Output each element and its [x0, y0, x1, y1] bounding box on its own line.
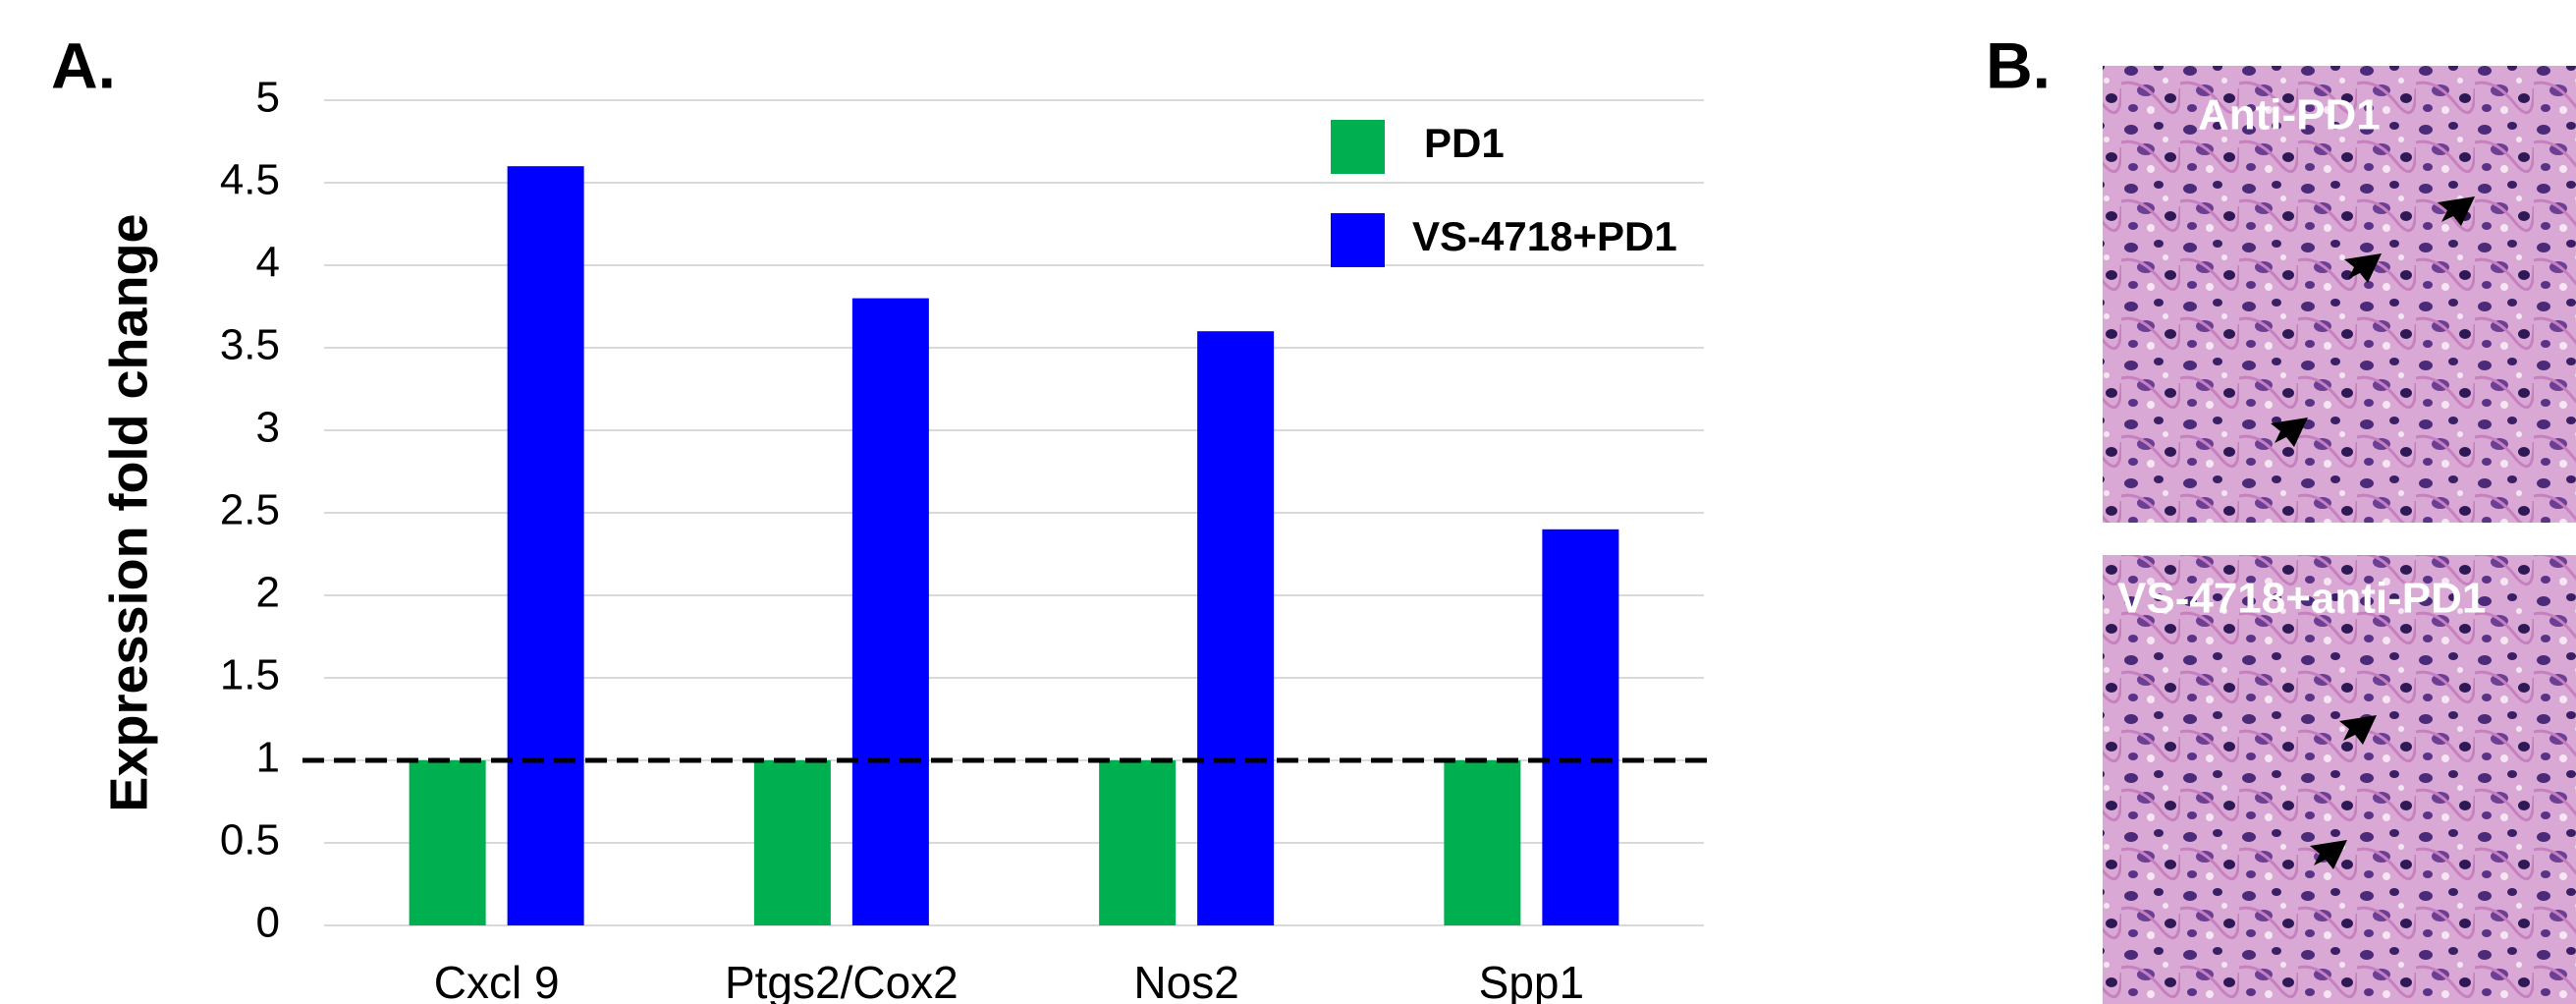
bar — [753, 760, 831, 925]
arrows — [2271, 196, 2475, 869]
legend-swatch — [1331, 213, 1385, 267]
y-tick-label: 4 — [256, 239, 280, 287]
legend-label: VS-4718+PD1 — [1412, 213, 1677, 259]
arrow — [2271, 418, 2308, 447]
bar — [409, 760, 486, 925]
y-tick-label: 0 — [256, 899, 280, 947]
y-tick-label: 2.5 — [220, 486, 280, 534]
arrow — [2339, 715, 2377, 745]
micrograph — [2103, 66, 2576, 523]
x-tick-label: Nos2 — [1133, 957, 1238, 1004]
micrograph — [2103, 555, 2576, 1004]
y-tick-label: 5 — [256, 74, 280, 122]
arrow — [2310, 840, 2347, 869]
y-tick-label: 1.5 — [220, 651, 280, 699]
arrow — [2344, 253, 2382, 283]
bar — [1542, 529, 1619, 925]
x-tick-label: Ptgs2/Cox2 — [725, 957, 959, 1004]
legend-swatch — [1331, 120, 1385, 174]
y-tick-label: 0.5 — [220, 816, 280, 865]
arrow — [2438, 196, 2475, 226]
y-tick-label: 2 — [256, 569, 280, 617]
legend-label: PD1 — [1424, 120, 1505, 166]
image-label: VS-4718+anti-PD1 — [2117, 575, 2486, 623]
x-tick-label: Spp1 — [1479, 957, 1584, 1004]
y-tick-label: 1 — [256, 734, 280, 782]
y-tick-label: 3 — [256, 404, 280, 452]
panel-label: A. — [51, 28, 116, 101]
panel-label: B. — [1986, 28, 2051, 101]
y-axis-title: Expression fold change — [99, 213, 158, 811]
bar — [1197, 331, 1275, 925]
x-tick-label: Cxcl 9 — [434, 957, 560, 1004]
bar — [507, 166, 584, 925]
bar — [1099, 760, 1177, 925]
bar — [1444, 760, 1521, 925]
y-tick-label: 3.5 — [220, 321, 280, 369]
image-label: Anti-PD1 — [2198, 91, 2381, 139]
bar — [851, 298, 929, 926]
y-tick-label: 4.5 — [220, 156, 280, 204]
